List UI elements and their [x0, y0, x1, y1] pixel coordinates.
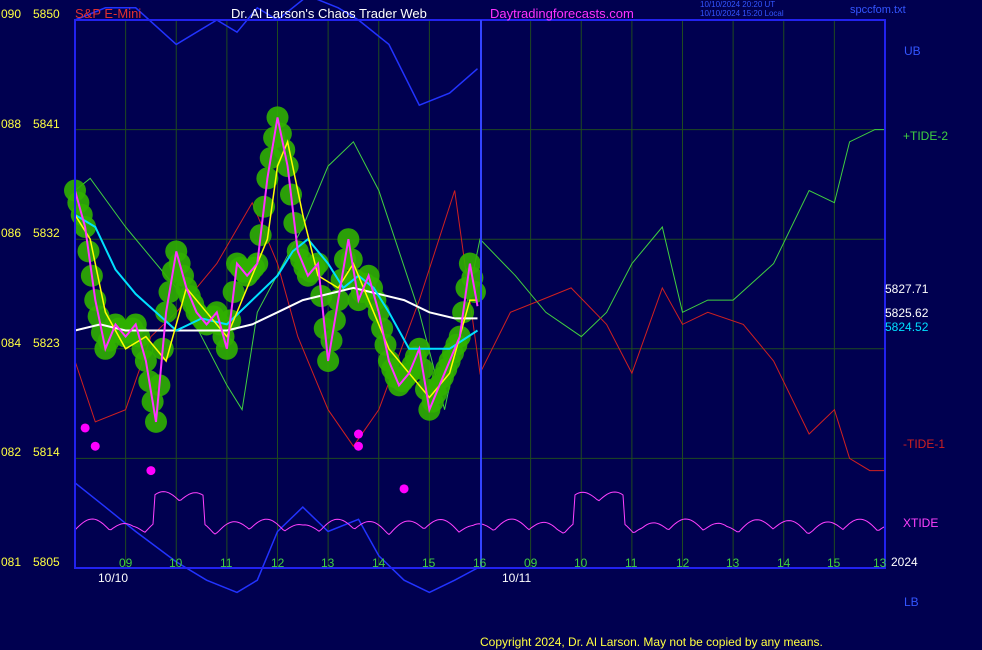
- tide-down-label: -TIDE-1: [903, 437, 945, 451]
- x-tick-label: 12: [676, 556, 690, 570]
- y-tick-code: 086: [1, 226, 22, 240]
- x-tick-label: 09: [119, 556, 133, 570]
- marker-dots: [80, 423, 409, 494]
- y-tick-price: 5832: [33, 226, 60, 240]
- mid-average-line: [74, 213, 479, 350]
- turn-marker: [354, 441, 363, 451]
- price-line: [74, 117, 479, 423]
- last-value-1: 5827.71: [885, 282, 929, 296]
- y-tick-code: 081: [1, 555, 22, 569]
- tide-down-line: [74, 190, 885, 472]
- file-label: spccfom.txt: [850, 4, 906, 16]
- lb-band-line: [74, 482, 478, 594]
- turn-marker: [399, 484, 409, 494]
- x-tick-label: 13: [726, 556, 740, 570]
- chart-title: Dr. Al Larson's Chaos Trader Web: [231, 6, 427, 21]
- x-tick-label: 14: [777, 556, 791, 570]
- y-tick-price: 5823: [33, 336, 60, 350]
- turn-marker: [90, 441, 100, 451]
- turn-marker: [146, 466, 156, 476]
- y-tick-code: 082: [1, 445, 22, 459]
- turn-marker: [80, 423, 90, 433]
- slow-average-line: [74, 286, 478, 332]
- x-tick-label: 15: [827, 556, 841, 570]
- x-tick-label: 15: [422, 556, 436, 570]
- tide-up-line: [74, 129, 885, 412]
- lb-label: LB: [904, 595, 919, 609]
- x-tick-label: 14: [372, 556, 386, 570]
- y-tick-price: 5814: [33, 445, 60, 459]
- timestamp-local: 10/10/2024 15:20 Local: [700, 9, 784, 18]
- x-tick-label: 16: [473, 556, 487, 570]
- turn-marker: [354, 429, 363, 439]
- y-tick-code: 090: [1, 7, 22, 21]
- x-tick-label: 11: [220, 556, 233, 570]
- y-tick-price: 5850: [33, 7, 60, 21]
- tide-up-label: +TIDE-2: [903, 129, 949, 143]
- x-tick-label: 09: [524, 556, 538, 570]
- x-tick-label: 13: [321, 556, 335, 570]
- y-tick-price: 5841: [33, 117, 60, 131]
- x-tick-label: 10: [574, 556, 588, 570]
- site-link[interactable]: Daytradingforecasts.com: [490, 6, 634, 21]
- y-tick-code: 088: [1, 117, 22, 131]
- y-tick-price: 5805: [33, 555, 60, 569]
- last-value-3: 5824.52: [885, 320, 929, 334]
- x-tick-label: 11: [625, 556, 638, 570]
- price-series-line: [74, 117, 479, 423]
- date-label-2: 10/11: [502, 571, 532, 585]
- timestamp-ut: 10/10/2024 20:20 UT: [700, 0, 776, 9]
- x-tick-label: 12: [271, 556, 285, 570]
- moving-averages: [74, 139, 479, 399]
- last-value-2: 5825.62: [885, 306, 929, 320]
- year-label: 2024: [891, 555, 918, 569]
- ub-label: UB: [904, 44, 921, 58]
- copyright: Copyright 2024, Dr. Al Larson. May not b…: [480, 635, 823, 649]
- date-label-1: 10/10: [98, 571, 129, 585]
- symbol-label: S&P E-Mini: [75, 6, 142, 21]
- x-tick-label: 13: [873, 556, 887, 570]
- x-tick-label: 10: [169, 556, 183, 570]
- tide-lines: [74, 129, 885, 472]
- y-tick-code: 084: [1, 336, 22, 350]
- fast-average-line: [74, 139, 478, 399]
- xtide-label: XTIDE: [903, 516, 939, 530]
